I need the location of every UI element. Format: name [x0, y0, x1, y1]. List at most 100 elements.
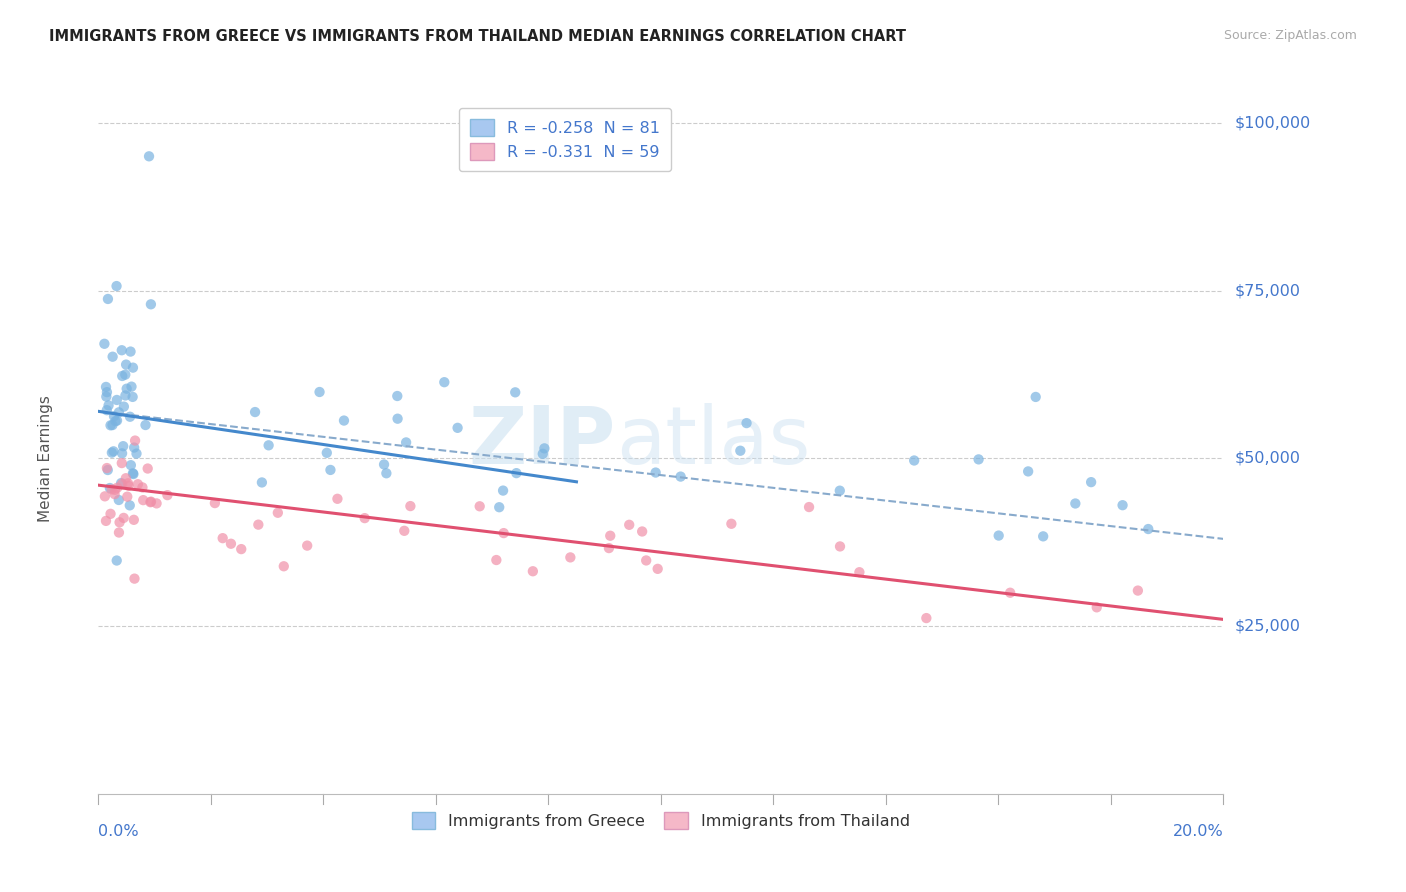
Text: atlas: atlas	[616, 402, 810, 481]
Point	[669, 469, 692, 483]
Point	[139, 495, 162, 509]
Point	[100, 483, 122, 497]
Point	[257, 438, 280, 452]
Point	[468, 500, 491, 514]
Point	[94, 380, 117, 394]
Point	[1126, 583, 1149, 598]
Point	[204, 496, 226, 510]
Point	[333, 413, 356, 427]
Point	[353, 511, 375, 525]
Point	[522, 564, 544, 578]
Point	[107, 493, 129, 508]
Point	[101, 418, 124, 433]
Point	[111, 477, 134, 491]
Point	[387, 389, 409, 403]
Point	[399, 499, 422, 513]
Point	[395, 435, 418, 450]
Point	[373, 458, 395, 472]
Point	[98, 481, 121, 495]
Point	[797, 500, 820, 514]
Point	[127, 477, 149, 491]
Point	[828, 540, 851, 554]
Point	[1017, 464, 1039, 478]
Point	[115, 471, 138, 485]
Text: ZIP: ZIP	[468, 402, 616, 481]
Point	[94, 489, 117, 503]
Point	[124, 572, 146, 586]
Point	[122, 467, 145, 481]
Point	[139, 494, 162, 508]
Point	[1137, 522, 1160, 536]
Point	[987, 528, 1010, 542]
Point	[326, 491, 349, 506]
Point	[156, 488, 179, 502]
Point	[915, 611, 938, 625]
Point	[117, 476, 139, 491]
Legend: Immigrants from Greece, Immigrants from Thailand: Immigrants from Greece, Immigrants from …	[402, 802, 920, 838]
Point	[108, 405, 131, 419]
Point	[121, 390, 143, 404]
Point	[636, 553, 658, 567]
Point	[100, 507, 122, 521]
Point	[104, 414, 127, 428]
Point	[115, 382, 138, 396]
Point	[105, 279, 128, 293]
Point	[848, 565, 870, 579]
Point	[111, 369, 134, 384]
Point	[120, 344, 142, 359]
Point	[105, 392, 128, 407]
Point	[319, 463, 342, 477]
Point	[211, 531, 233, 545]
Point	[295, 539, 318, 553]
Text: 20.0%: 20.0%	[1173, 824, 1223, 839]
Text: $25,000: $25,000	[1234, 618, 1301, 633]
Point	[114, 388, 136, 402]
Point	[735, 416, 758, 430]
Point	[101, 350, 124, 364]
Point	[138, 149, 160, 163]
Point	[101, 445, 124, 459]
Point	[219, 537, 242, 551]
Point	[1080, 475, 1102, 490]
Point	[97, 292, 120, 306]
Point	[247, 517, 270, 532]
Point	[730, 443, 752, 458]
Point	[533, 442, 555, 456]
Point	[112, 400, 135, 414]
Point	[111, 456, 134, 470]
Point	[267, 506, 290, 520]
Point	[112, 511, 135, 525]
Point	[97, 463, 120, 477]
Point	[1032, 529, 1054, 543]
Point	[903, 453, 925, 467]
Text: Median Earnings: Median Earnings	[38, 395, 53, 522]
Point	[103, 409, 125, 424]
Point	[599, 529, 621, 543]
Point	[124, 434, 146, 448]
Point	[505, 466, 527, 480]
Point	[485, 553, 508, 567]
Point	[97, 398, 120, 412]
Point	[96, 390, 118, 404]
Point	[117, 490, 139, 504]
Point	[492, 483, 515, 498]
Text: IMMIGRANTS FROM GREECE VS IMMIGRANTS FROM THAILAND MEDIAN EARNINGS CORRELATION C: IMMIGRANTS FROM GREECE VS IMMIGRANTS FRO…	[49, 29, 907, 44]
Point	[104, 487, 127, 501]
Point	[1111, 498, 1133, 512]
Point	[103, 444, 125, 458]
Point	[96, 385, 118, 400]
Point	[967, 452, 990, 467]
Point	[503, 385, 526, 400]
Point	[631, 524, 654, 539]
Point	[1085, 600, 1108, 615]
Point	[122, 360, 145, 375]
Point	[488, 500, 510, 515]
Point	[531, 447, 554, 461]
Point	[647, 562, 669, 576]
Point	[114, 368, 136, 382]
Point	[492, 526, 515, 541]
Point	[112, 439, 135, 453]
Point	[117, 479, 139, 493]
Point	[104, 483, 127, 497]
Point	[619, 517, 641, 532]
